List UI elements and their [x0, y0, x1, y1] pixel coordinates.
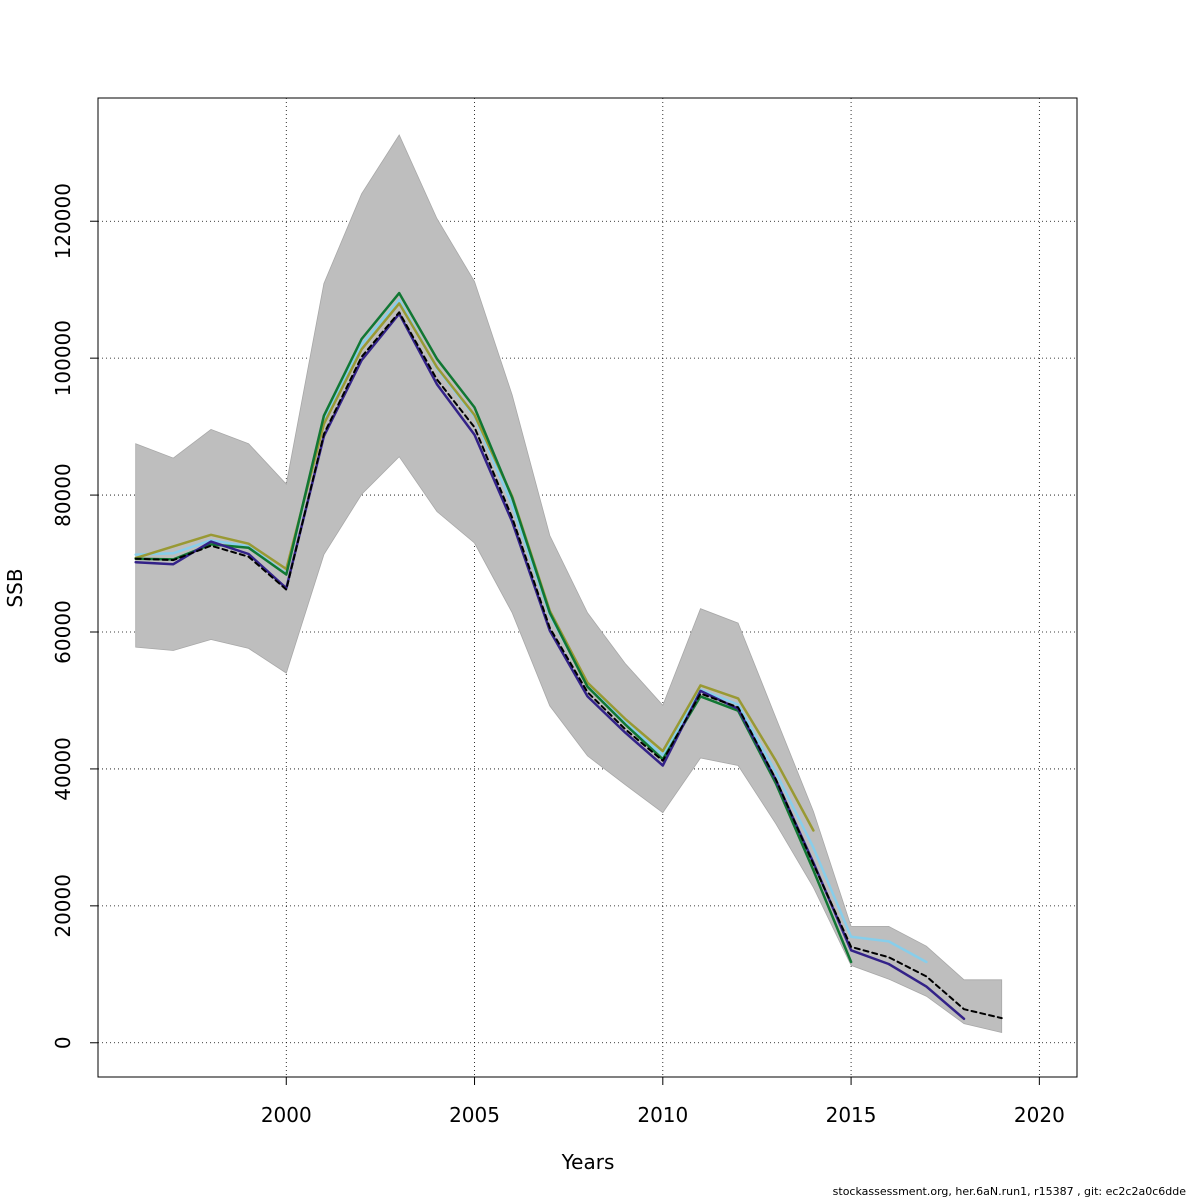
y-tick-label: 80000: [51, 463, 75, 527]
y-tick-label: 120000: [51, 183, 75, 259]
series-lines: [134, 291, 1003, 1021]
series-line-3: [134, 302, 815, 832]
confidence-band-layer: [135, 134, 1003, 1034]
x-tick-label: 2010: [637, 1103, 688, 1127]
x-tick-label: 2015: [826, 1103, 877, 1127]
footer-caption: stockassessment.org, her.6aN.run1, r1538…: [832, 1185, 1186, 1198]
y-axis-title: SSB: [3, 568, 27, 607]
y-tick-label: 100000: [51, 320, 75, 396]
y-tick-label: 40000: [51, 737, 75, 801]
x-tick-label: 2000: [261, 1103, 312, 1127]
y-tick-label: 20000: [51, 874, 75, 938]
x-axis-title: Years: [561, 1150, 615, 1174]
series-line-1: [134, 311, 1003, 1020]
plot-frame: [97, 97, 1078, 1078]
x-axis: 2000 2005 2010 2015 2020: [261, 1077, 1065, 1127]
confidence-band: [135, 134, 1003, 1034]
series-line-4: [134, 291, 853, 964]
y-axis: 0 20000 40000 60000 80000 100000 120000: [51, 183, 98, 1049]
series-line-5: [134, 312, 966, 1021]
x-tick-label: 2020: [1014, 1103, 1065, 1127]
y-tick-label: 0: [51, 1036, 75, 1049]
y-tick-label: 60000: [51, 600, 75, 664]
x-tick-label: 2005: [449, 1103, 500, 1127]
